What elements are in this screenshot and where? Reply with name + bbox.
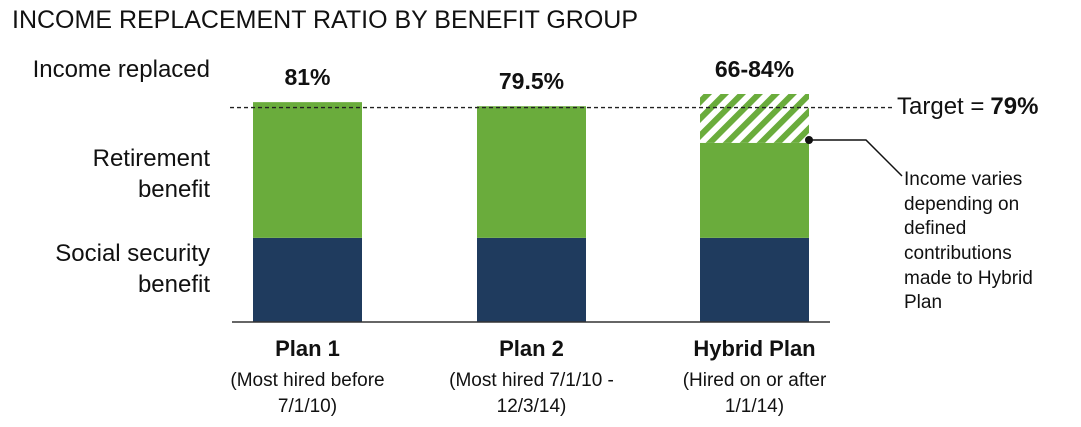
bar-segment: [700, 237, 809, 322]
row-label: Income replaced: [32, 56, 210, 83]
bar-segment: [700, 142, 809, 238]
category-note: (Most hired before 7/1/10): [230, 370, 385, 417]
callout-line: [809, 139, 903, 177]
row-label: Social security benefit: [55, 240, 210, 299]
target-label: Target = 79%: [897, 93, 1038, 121]
category-note: (Hired on or after 1/1/14): [682, 370, 827, 417]
annotation: Income varies depending on defined contr…: [904, 169, 1033, 314]
bar-segment: [477, 237, 586, 322]
chart-title: INCOME REPLACEMENT RATIO BY BENEFIT GROU…: [12, 6, 639, 34]
target-value: 79%: [990, 92, 1039, 120]
bar-segment: [253, 102, 362, 238]
bar-segment: [253, 237, 362, 322]
category-label: Plan 2: [499, 336, 564, 361]
target-text: Target =: [897, 92, 985, 120]
total-label: 66-84%: [714, 56, 795, 82]
total-label: 79.5%: [498, 68, 565, 95]
range-segment: [700, 94, 809, 143]
category-label: Hybrid Plan: [693, 336, 816, 361]
bar-segment: [477, 106, 586, 238]
total-label: 81%: [284, 64, 331, 91]
category-note: (Most hired 7/1/10 - 12/3/14): [449, 370, 614, 417]
category-label: Plan 1: [275, 336, 340, 361]
row-label: Retirement benefit: [92, 145, 210, 204]
